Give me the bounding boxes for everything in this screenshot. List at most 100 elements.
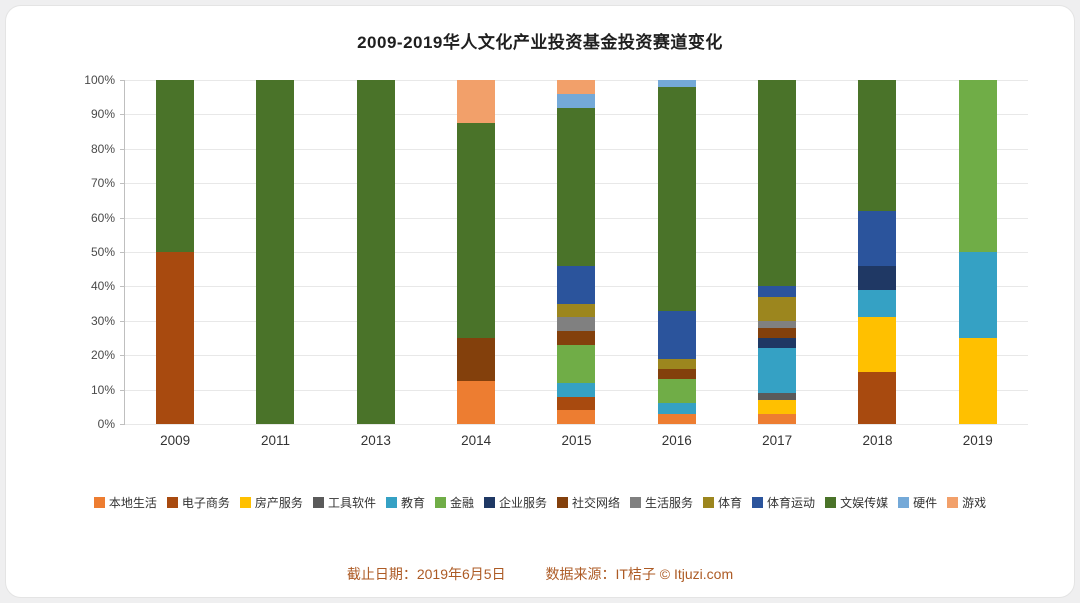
stacked-bar-2014 [457,80,496,424]
y-tick-label: 80% [90,141,115,156]
bar-segment-2016-硬件 [657,80,696,87]
bar-segment-2019-教育 [958,252,997,338]
legend-item-社交网络: 社交网络 [557,494,620,511]
bar-column-2016 [627,80,727,424]
legend-swatch [166,497,178,508]
bars [125,80,1028,424]
bar-segment-2017-本地生活 [758,413,797,424]
legend-swatch [825,497,837,508]
bar-column-2011 [225,80,325,424]
stacked-bar-2009 [156,80,195,424]
legend-item-硬件: 硬件 [898,494,937,511]
y-tick-label: 40% [90,279,115,294]
y-tick-mark [120,217,125,219]
bar-segment-2017-房产服务 [758,399,797,414]
bar-segment-2014-社交网络 [457,338,496,381]
bar-column-2019 [928,80,1028,424]
bar-column-2014 [426,80,526,424]
bar-segment-2015-金融 [557,344,596,383]
bar-segment-2016-文娱传媒 [657,86,696,311]
legend-swatch [312,497,324,508]
x-tick-label-2014: 2014 [461,433,492,448]
legend-swatch [434,497,446,508]
y-tick-label: 70% [90,176,115,191]
y-tick-mark [120,389,125,391]
bar-segment-2014-游戏 [457,80,496,123]
bar-segment-2018-电子商务 [858,372,897,424]
x-tick-label-2011: 2011 [260,433,290,448]
bar-segment-2016-本地生活 [657,413,696,424]
y-tick-label: 90% [90,107,115,122]
bar-segment-2017-企业服务 [758,338,797,349]
y-tick-mark [120,80,125,81]
legend-swatch [703,497,715,508]
bar-segment-2015-文娱传媒 [557,107,596,266]
legend-item-企业服务: 企业服务 [483,494,547,511]
x-tick-label-2018: 2018 [862,433,893,448]
bar-segment-2017-工具软件 [758,393,797,400]
gridline [125,424,1028,425]
bar-segment-2016-体育运动 [657,310,696,359]
legend-label: 体育 [718,496,743,510]
bar-column-2018 [827,80,927,424]
legend-item-金融: 金融 [434,494,474,511]
legend-swatch [630,497,642,508]
legend-item-电子商务: 电子商务 [166,494,230,511]
bar-segment-2015-硬件 [557,93,596,108]
y-tick-mark [120,320,125,322]
stacked-bar-2015 [557,80,596,424]
bar-segment-2015-生活服务 [557,317,596,332]
legend-label: 社交网络 [572,496,621,510]
y-tick-label: 30% [90,313,115,328]
bar-segment-2016-体育 [657,358,696,369]
bar-segment-2015-本地生活 [557,410,596,424]
y-tick-label: 10% [90,382,115,397]
bar-column-2015 [526,80,626,424]
bar-segment-2016-社交网络 [657,368,696,380]
chart-title: 2009-2019华人文化产业投资基金投资赛道变化 [357,33,723,52]
legend-label: 金融 [449,496,474,510]
y-tick-mark [120,148,125,150]
legend-item-工具软件: 工具软件 [312,494,376,511]
chart-card: 2009-2019华人文化产业投资基金投资赛道变化 100% 90% 80% 70% 6… [5,5,1075,598]
bar-segment-2018-房产服务 [858,317,897,373]
y-tick-label: 20% [90,348,115,363]
legend-swatch [752,497,764,508]
legend-label: 房产服务 [254,496,303,510]
footer-date: 截止日期：2019年6月5日 [346,566,506,582]
bar-segment-2017-生活服务 [758,320,797,328]
bar-segment-2016-金融 [657,379,696,404]
x-tick-label-2019: 2019 [962,433,993,448]
legend-swatch [557,497,568,508]
bar-segment-2019-房产服务 [958,338,997,424]
bar-segment-2017-体育运动 [758,286,797,297]
legend-swatch [385,497,397,508]
legend-item-生活服务: 生活服务 [630,494,693,511]
bar-segment-2015-社交网络 [557,331,596,345]
bar-segment-2011-文娱传媒 [256,80,295,424]
bar-segment-2016-教育 [657,403,696,414]
legend-item-文娱传媒: 文娱传媒 [825,494,888,511]
y-tick-mark [120,252,125,253]
x-tick-label-2009: 2009 [160,433,191,448]
y-tick-label: 0% [97,417,115,431]
y-tick-mark [120,355,125,357]
bar-segment-2017-教育 [758,348,797,394]
legend-swatch [239,497,251,508]
stacked-bar-2019 [958,80,997,424]
legend-label: 体育运动 [767,496,816,510]
legend-item-本地生活: 本地生活 [93,494,157,511]
stacked-bar-2016 [657,80,696,424]
legend-label: 电子商务 [181,496,230,510]
bar-segment-2013-文娱传媒 [356,80,395,424]
bar-segment-2009-电子商务 [156,252,195,424]
legend-label: 企业服务 [498,496,547,510]
bar-segment-2015-游戏 [557,80,596,94]
legend-item-房产服务: 房产服务 [239,494,303,511]
y-tick-label: 100% [84,73,115,87]
x-tick-label-2015: 2015 [561,433,592,448]
bar-segment-2017-体育 [758,296,797,321]
legend-label: 硬件 [913,496,938,510]
stacked-bar-2011 [256,80,295,424]
legend-swatch [947,497,959,508]
